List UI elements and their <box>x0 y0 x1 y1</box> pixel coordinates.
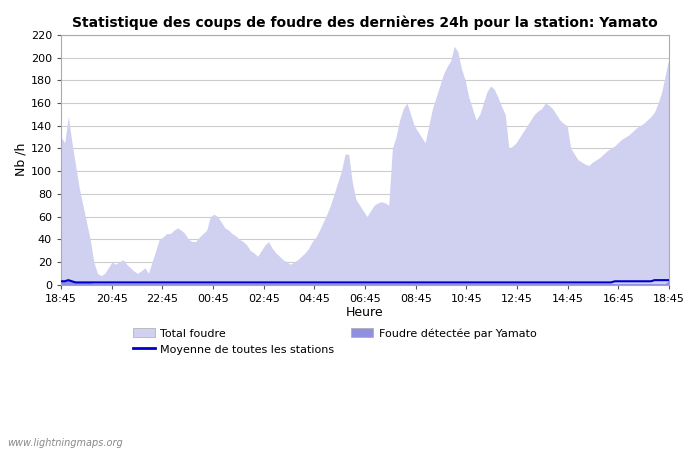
Text: www.lightningmaps.org: www.lightningmaps.org <box>7 438 122 448</box>
Legend: Total foudre, Moyenne de toutes les stations, Foudre détectée par Yamato: Total foudre, Moyenne de toutes les stat… <box>128 324 541 359</box>
X-axis label: Heure: Heure <box>346 306 384 320</box>
Title: Statistique des coups de foudre des dernières 24h pour la station: Yamato: Statistique des coups de foudre des dern… <box>72 15 658 30</box>
Y-axis label: Nb /h: Nb /h <box>15 143 28 176</box>
